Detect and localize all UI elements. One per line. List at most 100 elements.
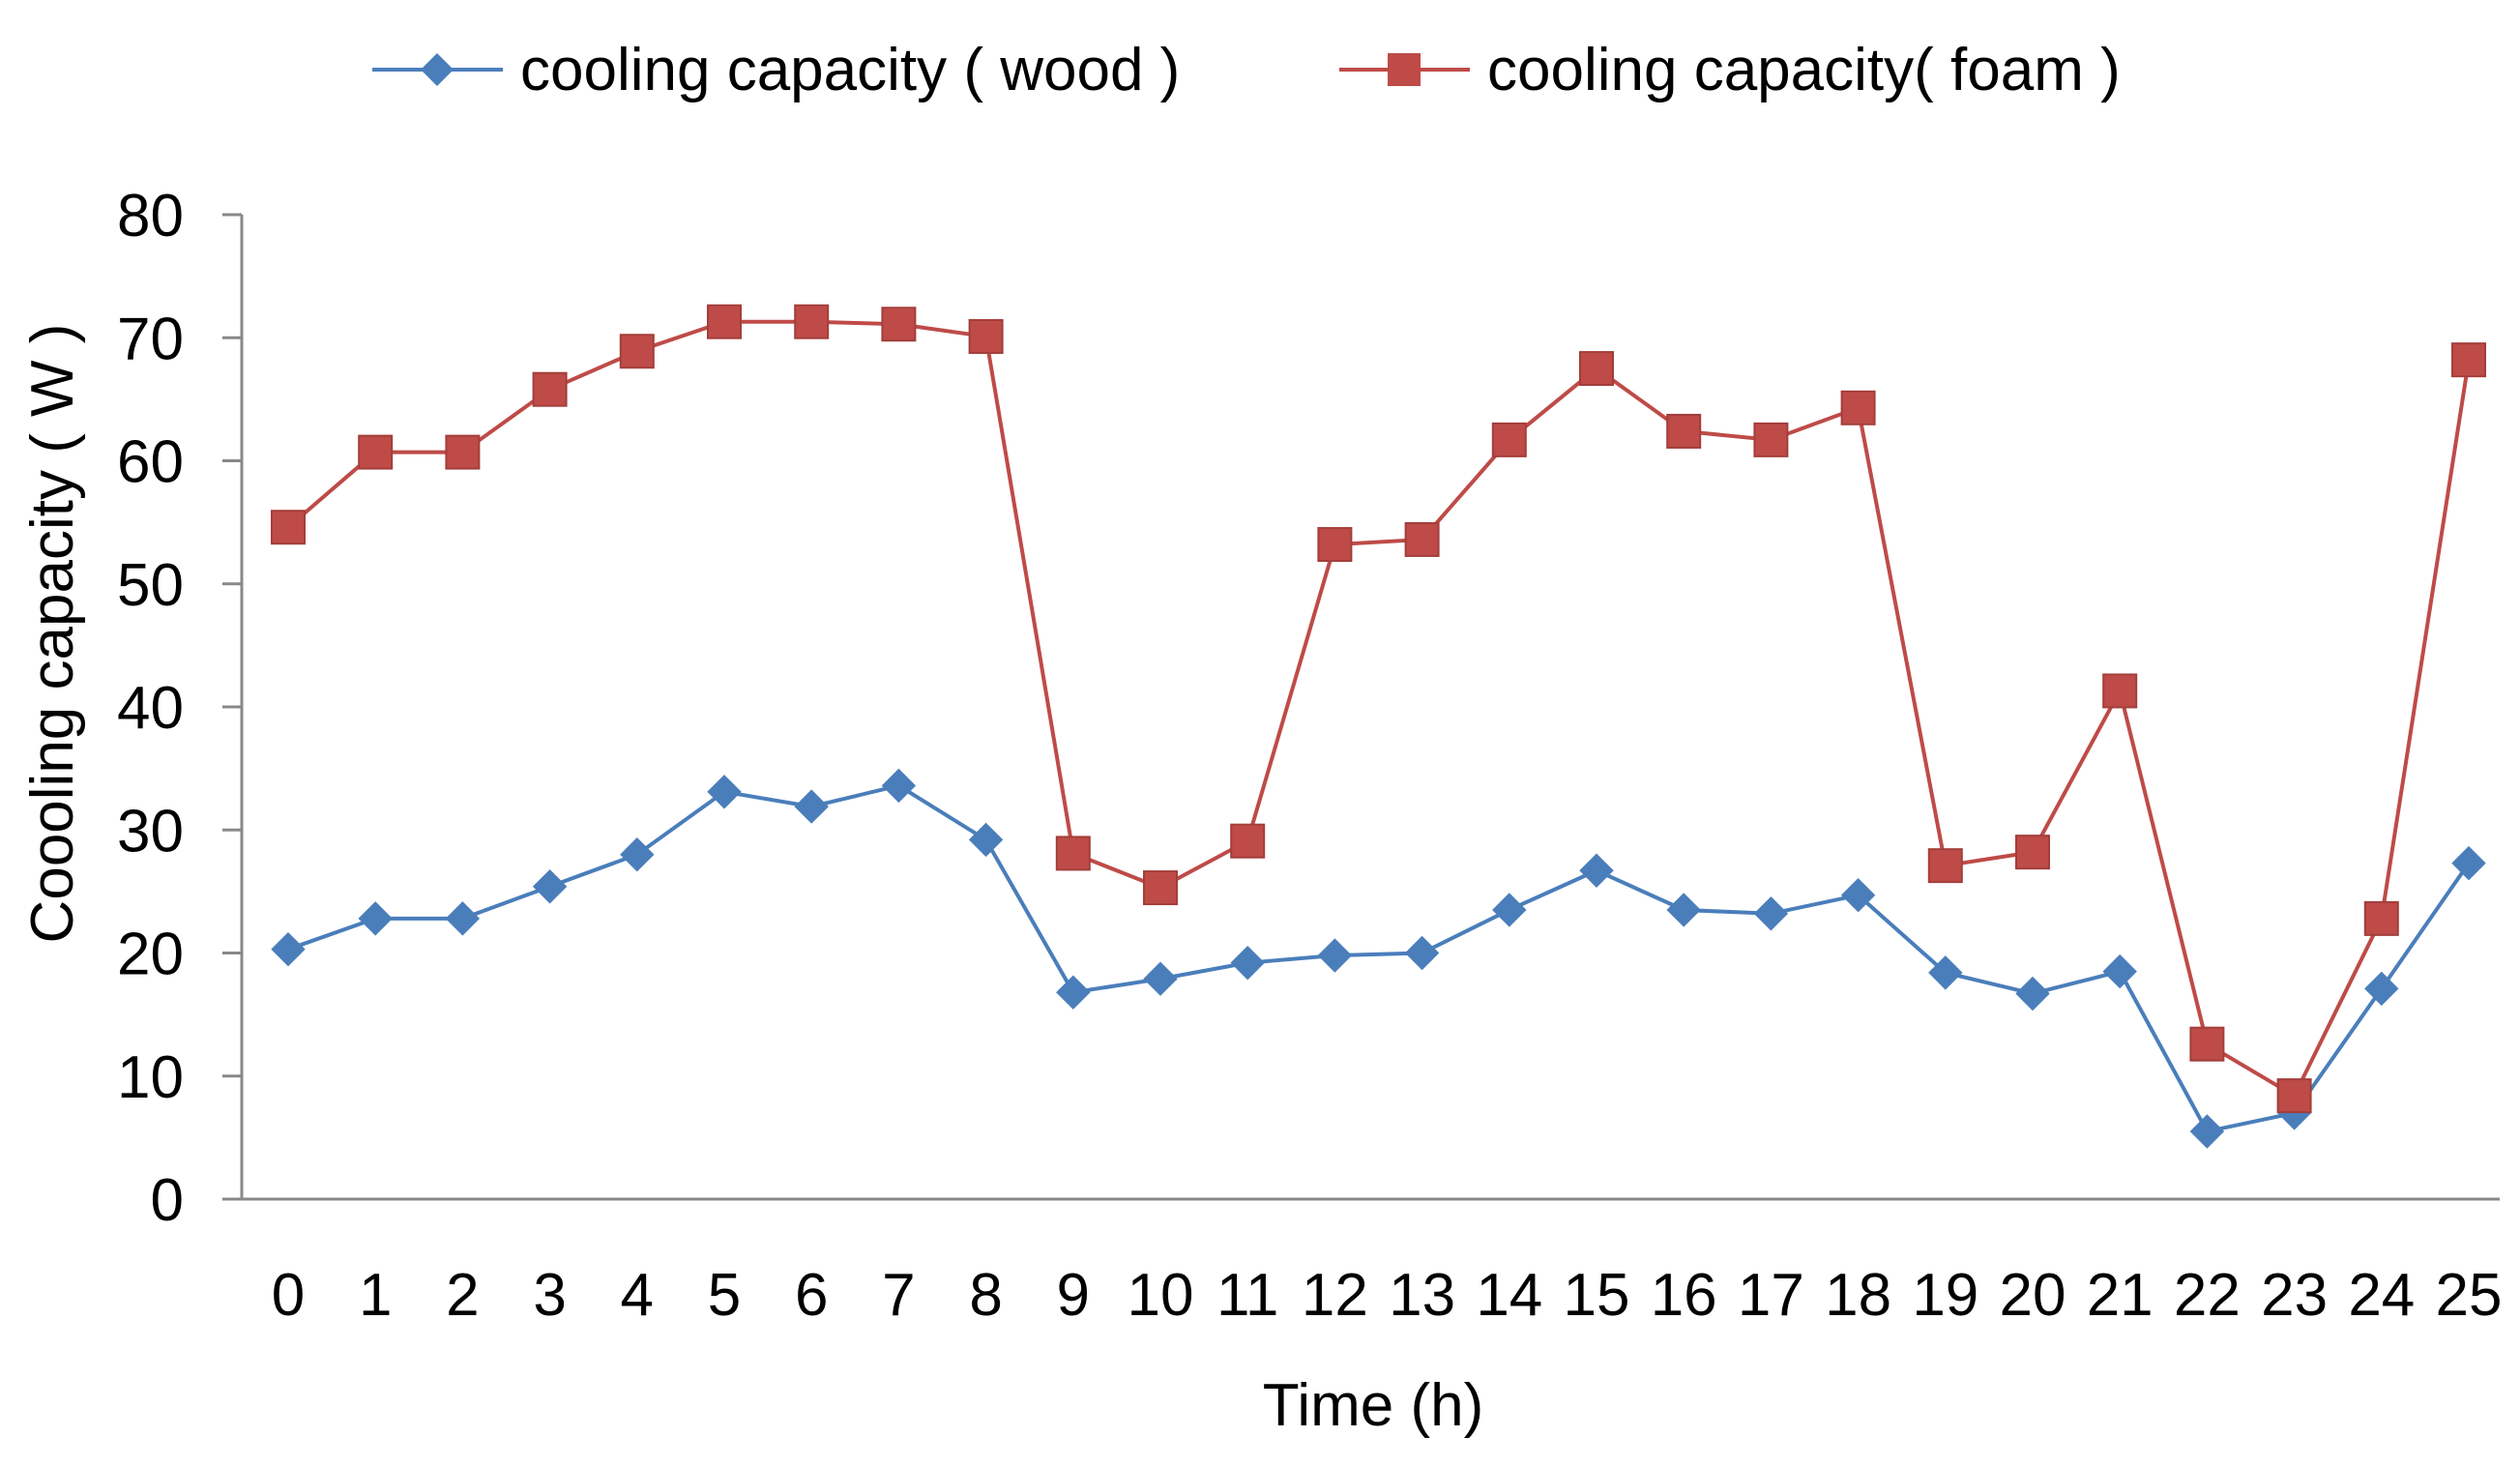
data-point-foam [794, 304, 830, 339]
axes [240, 215, 2500, 1201]
y-tick-label: 30 [117, 798, 184, 865]
data-point-wood [1840, 877, 1876, 913]
data-point-wood [1404, 935, 1440, 971]
data-point-wood [1317, 938, 1353, 973]
data-point-foam [271, 510, 306, 545]
x-tick-label: 14 [1476, 1262, 1542, 1329]
legend-label-foam: cooling capacity( foam ) [1487, 37, 2121, 103]
y-tick-label: 40 [117, 675, 184, 742]
y-tick-label: 10 [117, 1044, 184, 1111]
data-point-wood [1666, 893, 1701, 927]
data-point-wood [620, 836, 655, 872]
x-tick-label: 10 [1128, 1262, 1194, 1329]
data-point-wood [358, 901, 393, 936]
data-point-wood [2102, 953, 2137, 989]
x-tick-label: 2 [446, 1262, 479, 1329]
y-tick-label: 0 [151, 1167, 184, 1234]
series-line [286, 319, 2471, 1099]
data-point-wood [1230, 945, 1265, 981]
y-tick-label: 20 [117, 922, 184, 988]
data-point-foam [1143, 870, 1178, 906]
data-point-foam [1840, 390, 1876, 425]
x-tick-label: 24 [2348, 1262, 2415, 1329]
x-tick-label: 23 [2261, 1262, 2328, 1329]
legend-marker-wood [421, 53, 454, 86]
x-tick-label: 3 [533, 1262, 566, 1329]
data-point-foam [445, 434, 481, 470]
x-tick-label: 25 [2436, 1262, 2503, 1329]
x-tick-label: 8 [969, 1262, 1002, 1329]
data-point-foam [1491, 422, 1527, 457]
x-tick-label: 9 [1057, 1262, 1090, 1329]
x-tick-label: 12 [1302, 1262, 1368, 1329]
data-point-wood [2189, 1114, 2225, 1149]
data-point-foam [2189, 1026, 2225, 1062]
x-tick-label: 11 [1216, 1262, 1278, 1329]
x-tick-label: 4 [621, 1262, 654, 1329]
legend-label-wood: cooling capacity ( wood ) [520, 37, 1180, 103]
y-tick-label: 70 [117, 306, 184, 372]
x-tick-label: 22 [2174, 1262, 2241, 1329]
y-tick-label: 60 [117, 429, 184, 496]
data-point-wood [2451, 845, 2486, 881]
data-point-foam [2451, 342, 2486, 378]
x-tick-label: 6 [795, 1262, 828, 1329]
data-point-foam [2102, 673, 2138, 709]
data-point-foam [619, 334, 655, 369]
x-tick-label: 17 [1738, 1262, 1804, 1329]
legend: cooling capacity ( wood ) cooling capaci… [372, 37, 2121, 103]
x-tick-label: 18 [1825, 1262, 1891, 1329]
data-point-foam [1579, 351, 1614, 387]
data-point-foam [968, 318, 1004, 354]
data-point-wood [532, 869, 568, 904]
legend-marker-foam [1388, 53, 1421, 86]
x-tick-label: 0 [272, 1262, 305, 1329]
data-point-wood [1056, 975, 1091, 1010]
y-tick-label: 50 [117, 552, 184, 619]
data-point-foam [358, 434, 394, 470]
data-point-foam [2276, 1078, 2312, 1114]
x-tick-label: 13 [1389, 1262, 1455, 1329]
data-point-wood [968, 822, 1004, 858]
data-point-wood [271, 931, 306, 967]
data-point-wood [707, 775, 742, 809]
y-axis-title: Coooling capacity ( W ) [19, 324, 86, 944]
x-tick-label: 5 [708, 1262, 741, 1329]
data-point-wood [1753, 896, 1789, 931]
x-tick-label: 20 [2000, 1262, 2066, 1329]
data-point-wood [2015, 976, 2050, 1012]
series-line [287, 783, 2471, 1134]
data-point-foam [1753, 422, 1789, 457]
series-foam [271, 304, 2486, 1114]
data-point-wood [794, 789, 829, 824]
x-tick-label: 21 [2087, 1262, 2154, 1329]
x-tick-label: 15 [1564, 1262, 1630, 1329]
data-point-wood [881, 768, 917, 804]
data-point-wood [1579, 853, 1614, 888]
data-point-wood [1143, 961, 1178, 996]
data-point-foam [1666, 413, 1702, 449]
x-tick-label: 1 [359, 1262, 392, 1329]
x-axis-title: Time (h) [1263, 1372, 1483, 1439]
x-tick-label: 19 [1912, 1262, 1978, 1329]
x-tick-label: 7 [882, 1262, 915, 1329]
data-point-foam [707, 304, 742, 339]
data-point-foam [1055, 836, 1091, 871]
series-layer [271, 304, 2486, 1149]
data-point-wood [1928, 955, 1963, 990]
data-point-foam [1404, 521, 1440, 557]
data-point-foam [881, 307, 917, 342]
data-point-wood [445, 901, 481, 936]
data-point-foam [1230, 823, 1266, 859]
data-point-foam [532, 371, 568, 407]
data-point-foam [2363, 900, 2399, 936]
data-point-foam [1317, 527, 1353, 563]
data-point-foam [1927, 848, 1963, 884]
data-point-foam [2015, 835, 2050, 870]
data-point-wood [1492, 893, 1527, 927]
data-point-wood [2364, 971, 2399, 1007]
x-tick-label: 16 [1651, 1262, 1717, 1329]
